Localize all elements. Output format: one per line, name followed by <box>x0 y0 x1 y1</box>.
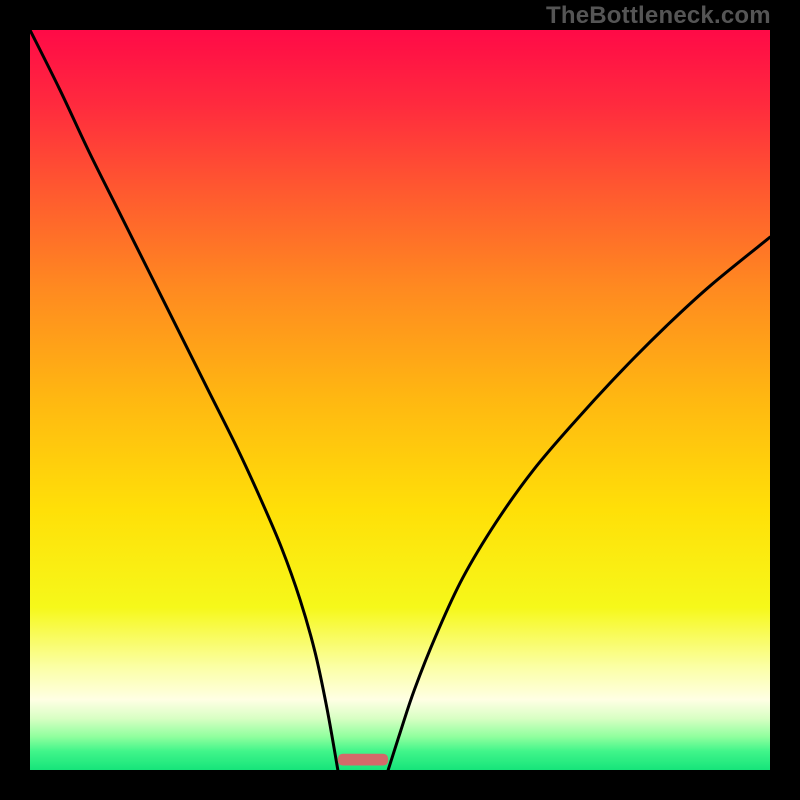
gradient-background <box>30 30 770 770</box>
chart-svg <box>30 30 770 770</box>
plot-area <box>30 30 770 770</box>
watermark-text: TheBottleneck.com <box>546 2 771 30</box>
valley-marker <box>338 754 388 766</box>
